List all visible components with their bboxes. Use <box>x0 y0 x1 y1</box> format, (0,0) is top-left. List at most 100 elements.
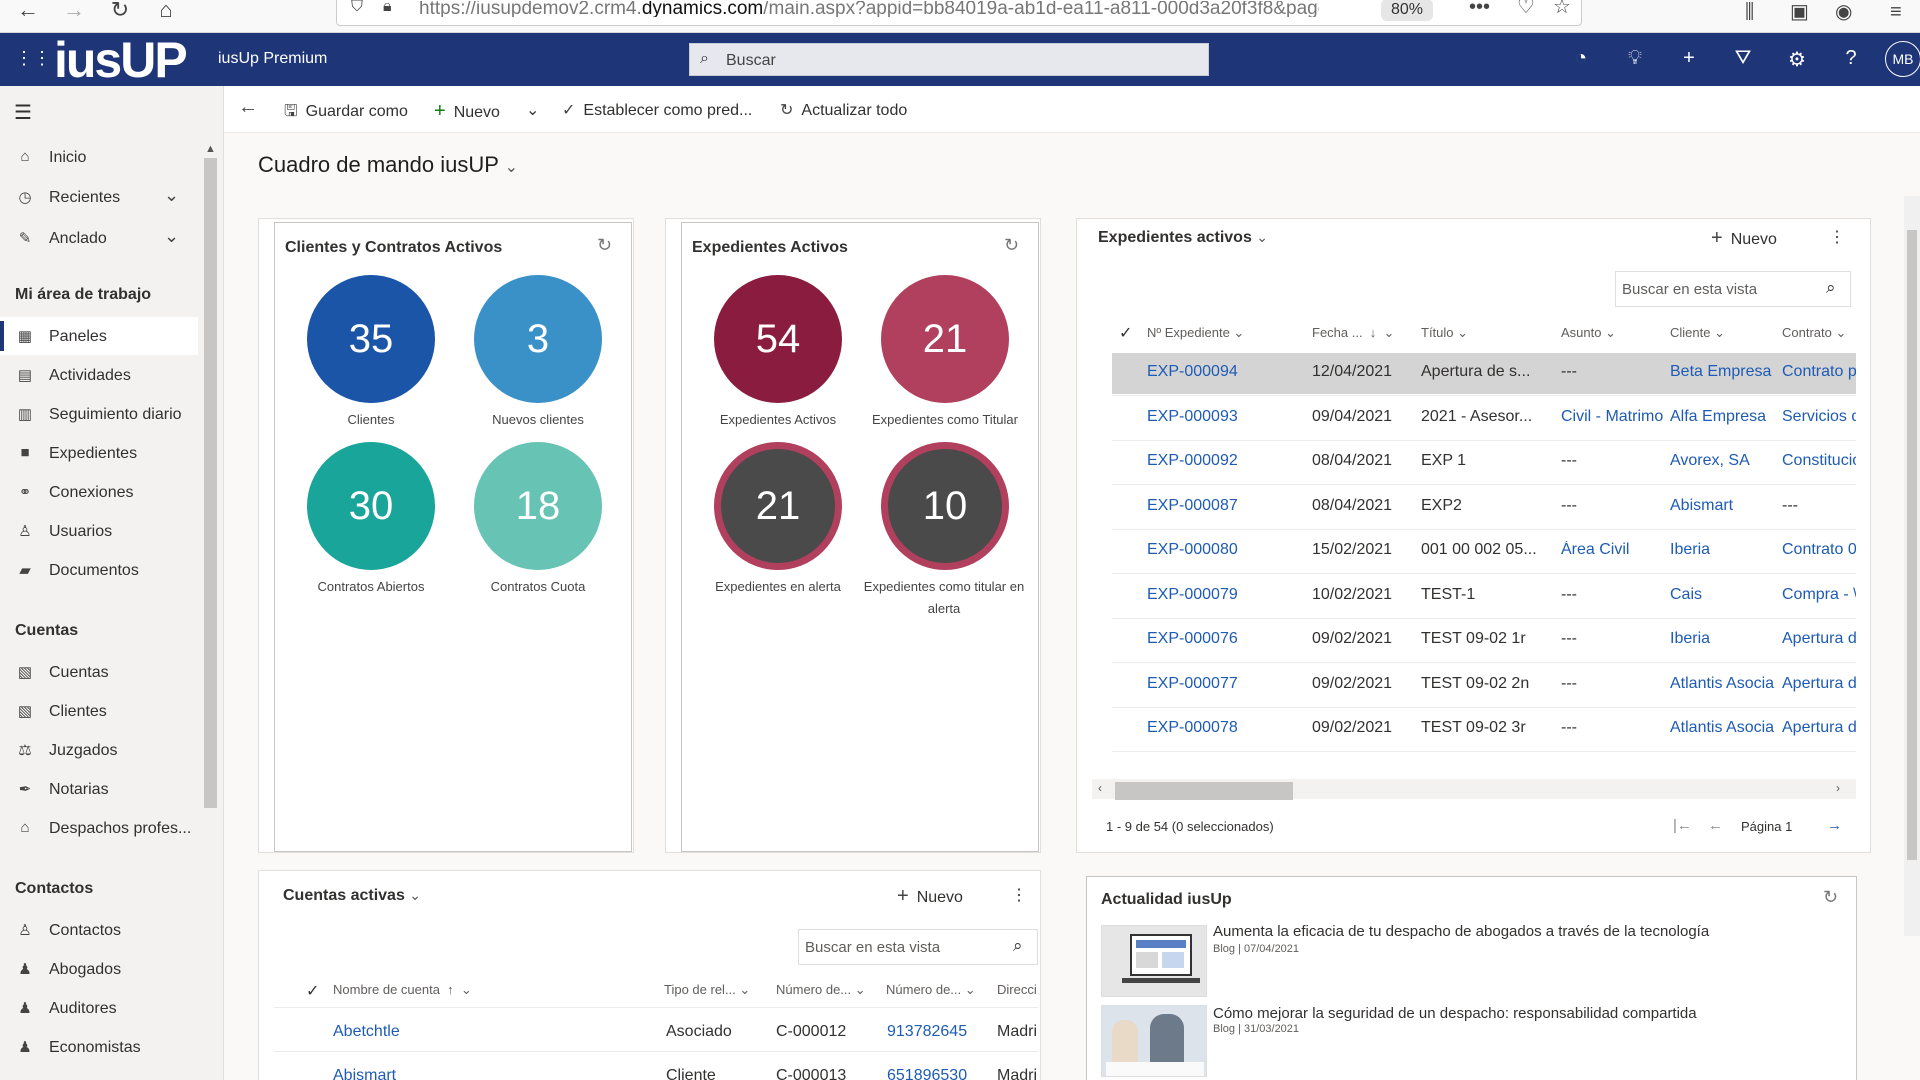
hamburger-icon[interactable]: ☰ <box>14 102 32 124</box>
bookmark-star-icon[interactable]: ☆ <box>1553 0 1571 18</box>
contract-link[interactable]: Apertura d <box>1782 719 1856 736</box>
menu-icon[interactable]: ≡ <box>1890 1 1902 23</box>
sidebar-item-abogados[interactable]: ♟ Abogados <box>0 950 198 988</box>
metric-expedientes-titular[interactable]: 21 <box>881 275 1009 403</box>
refresh-icon[interactable]: ↻ <box>1004 235 1020 255</box>
file-number-link[interactable]: EXP-000093 <box>1147 407 1238 425</box>
sidebar-item-recientes[interactable]: ◷ Recientes ⌄ <box>0 178 198 216</box>
scroll-right-icon[interactable]: › <box>1836 781 1840 795</box>
more-options-icon[interactable]: ⋮ <box>1011 887 1027 904</box>
metric-contratos-abiertos[interactable]: 30 <box>307 442 435 570</box>
help-icon[interactable]: ? <box>1845 47 1857 69</box>
filter-icon[interactable]: ⛛ <box>1734 47 1752 69</box>
more-options-icon[interactable]: ⋮ <box>1829 229 1845 246</box>
file-number-link[interactable]: EXP-000092 <box>1147 452 1238 469</box>
phone-link[interactable]: 913782645 <box>887 1023 968 1040</box>
phone-link[interactable]: 651896530 <box>887 1067 968 1080</box>
metric-expedientes-alerta[interactable]: 21 <box>714 442 842 570</box>
client-link[interactable]: Iberia <box>1670 630 1711 647</box>
file-number-link[interactable]: EXP-000079 <box>1147 585 1238 603</box>
select-all-checkbox[interactable]: ✓ <box>306 983 320 1000</box>
new-account-button[interactable]: + Nuevo <box>897 885 963 907</box>
sidebar-item-notarias[interactable]: ✒ Notarias <box>0 770 198 808</box>
sidebar-item-cuentas[interactable]: ▧ Cuentas <box>17 664 109 681</box>
sidebar-item-clientes[interactable]: ▧ Clientes <box>17 703 107 720</box>
app-name[interactable]: iusUp Premium <box>218 50 328 67</box>
plus-icon[interactable]: + <box>1683 47 1695 69</box>
metric-expedientes-titular-alerta[interactable]: 10 <box>881 442 1009 570</box>
news-headline-link[interactable]: Cómo mejorar la seguridad de un despacho… <box>1213 1005 1697 1022</box>
sidebar-toggle-icon[interactable]: ▣ <box>1790 1 1809 23</box>
account-name-link[interactable]: Abismart <box>333 1067 397 1080</box>
forward-icon[interactable]: → <box>63 0 85 22</box>
col-header-numero[interactable]: Nº Expediente ⌄ <box>1147 325 1245 340</box>
contract-link[interactable]: Servicios d <box>1782 407 1856 425</box>
zoom-badge[interactable]: 80% <box>1381 0 1434 21</box>
file-subject[interactable]: Área Civil <box>1561 541 1630 558</box>
new-record-button[interactable]: + Nuevo <box>1711 227 1777 249</box>
client-link[interactable]: Cais <box>1670 585 1703 603</box>
contract-link[interactable]: Apertura d <box>1782 674 1856 692</box>
lightbulb-icon[interactable]: 💡︎ <box>1628 47 1642 69</box>
search-icon[interactable]: ⌕ <box>1013 936 1023 955</box>
scrollbar-thumb[interactable] <box>204 158 217 808</box>
first-page-icon[interactable]: |← <box>1673 817 1692 834</box>
settings-icon[interactable]: ⚙ <box>1788 49 1806 71</box>
contract-link[interactable]: Contrato 0 <box>1782 541 1856 558</box>
col-header-fecha[interactable]: Fecha ... ↓ ⌄ <box>1312 325 1395 340</box>
sidebar-item-economistas[interactable]: ♟ Economistas <box>0 1028 198 1066</box>
col-header-numero2[interactable]: Número de... ⌄ <box>886 982 976 997</box>
grid-search-input[interactable]: Buscar en esta vista ⌕ <box>798 929 1038 965</box>
next-page-icon[interactable]: → <box>1827 817 1842 834</box>
home-browser-icon[interactable]: ⌂ <box>159 0 173 22</box>
scrollbar-thumb[interactable] <box>1907 230 1917 860</box>
more-icon[interactable]: ••• <box>1469 0 1491 18</box>
client-link[interactable]: Atlantis Asocia <box>1670 719 1775 736</box>
sidebar-item-conexiones[interactable]: ⚭ Conexiones <box>0 473 198 511</box>
file-subject[interactable]: Civil - Matrimo <box>1561 407 1664 425</box>
sidebar-item-paneles[interactable]: ▦ Paneles <box>0 317 198 355</box>
metric-clientes[interactable]: 35 <box>307 275 435 403</box>
col-header-nombre[interactable]: Nombre de cuenta ↑ ⌄ <box>333 982 472 997</box>
sidebar-item-seguimiento[interactable]: ▥ Seguimiento diario <box>17 406 182 423</box>
sidebar-item-juzgados[interactable]: ⚖ Juzgados <box>0 731 198 769</box>
sidebar-item-despachos[interactable]: ⌂ Despachos profes... <box>0 809 198 847</box>
sidebar-item-actividades[interactable]: ▤ Actividades <box>17 367 131 384</box>
col-header-numero1[interactable]: Número de... ⌄ <box>776 982 866 997</box>
file-number-link[interactable]: EXP-000078 <box>1147 719 1238 736</box>
refresh-icon[interactable]: ↻ <box>597 235 613 255</box>
chevron-down-icon[interactable]: ⌄ <box>164 185 180 205</box>
chevron-down-icon[interactable]: ⌄ <box>164 226 180 246</box>
file-number-link[interactable]: EXP-000077 <box>1147 674 1238 692</box>
metric-contratos-cuota[interactable]: 18 <box>474 442 602 570</box>
contract-link[interactable]: Contrato p <box>1782 363 1856 380</box>
scroll-left-icon[interactable]: ‹ <box>1098 781 1102 795</box>
metric-nuevos-clientes[interactable]: 3 <box>474 275 602 403</box>
sidebar-item-contactos[interactable]: ♙ Contactos <box>0 911 198 949</box>
back-arrow-icon[interactable]: ← <box>238 96 258 118</box>
grid-search-input[interactable]: Buscar en esta vista ⌕ <box>1615 271 1851 307</box>
file-number-link[interactable]: EXP-000080 <box>1147 541 1238 558</box>
file-number-link[interactable]: EXP-000087 <box>1147 496 1238 514</box>
col-header-asunto[interactable]: Asunto ⌄ <box>1561 325 1616 340</box>
set-default-button[interactable]: ✓ Establecer como pred... <box>562 102 753 119</box>
col-header-tipo[interactable]: Tipo de rel... ⌄ <box>664 982 751 997</box>
pocket-icon[interactable]: ♡ <box>1517 0 1535 18</box>
contract-link[interactable]: Constitucio <box>1782 452 1856 469</box>
view-selector[interactable]: Cuentas activas ⌄ <box>283 887 422 904</box>
app-launcher-icon[interactable]: ⋮⋮⋮ <box>15 48 69 68</box>
file-number-link[interactable]: EXP-000094 <box>1147 363 1238 380</box>
refresh-icon[interactable]: ↻ <box>1823 887 1839 907</box>
task-check-icon[interactable]: ◔ <box>1574 47 1588 69</box>
sidebar-item-auditores[interactable]: ♟ Auditores <box>0 989 198 1027</box>
col-header-titulo[interactable]: Título ⌄ <box>1421 325 1469 340</box>
prev-page-icon[interactable]: ← <box>1708 817 1723 834</box>
sidebar-scrollbar[interactable]: ▲ <box>202 143 220 808</box>
address-bar[interactable]: ⛉ 🔒︎ https://iusupdemov2.crm4.dynamics.c… <box>336 0 1582 26</box>
news-thumbnail[interactable] <box>1101 1005 1207 1077</box>
sidebar-item-expedientes[interactable]: ■ Expedientes <box>0 434 198 472</box>
sidebar-item-documentos[interactable]: ▰ Documentos <box>0 551 198 589</box>
file-number-link[interactable]: EXP-000076 <box>1147 630 1238 647</box>
horizontal-scrollbar[interactable]: ‹ › <box>1092 779 1856 800</box>
col-header-contrato[interactable]: Contrato ⌄ <box>1782 325 1847 340</box>
